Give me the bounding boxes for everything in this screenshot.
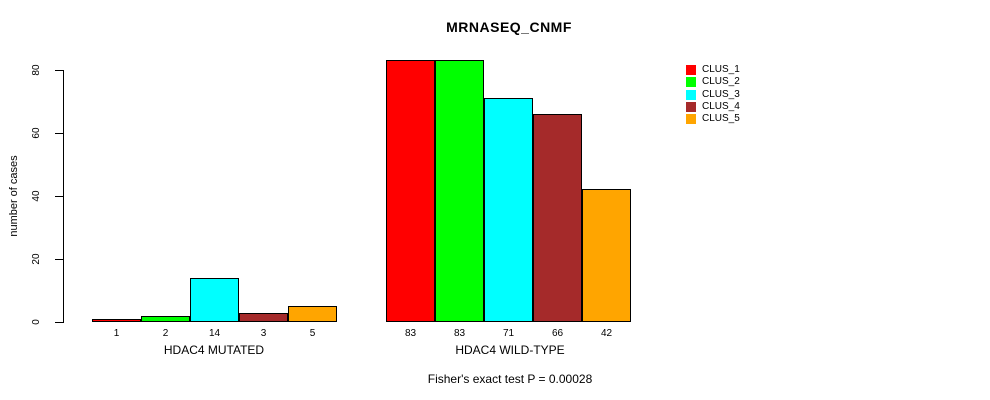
legend-swatch [686,77,696,88]
y-tick-label: 60 [30,127,42,139]
bar-hdac4-mutated-clus_3 [190,278,239,322]
bar-value-label: 14 [208,328,221,339]
y-axis-label: number of cases [8,155,20,237]
y-axis-line [63,69,64,323]
legend-item: CLUS_2 [686,76,740,88]
y-tick-mark [55,132,63,134]
bar-hdac4-mutated-clus_2 [141,316,190,322]
y-tick-mark [55,69,63,71]
bar-hdac4-mutated-clus_1 [92,319,141,322]
bar-hdac4-wild-type-clus_1 [386,60,435,322]
bar-value-label: 5 [309,328,316,339]
y-tick-label: 0 [30,319,42,325]
legend-label: CLUS_5 [702,113,740,125]
x-group-label-wildtype: HDAC4 WILD-TYPE [455,343,565,357]
x-group-label-mutated: HDAC4 MUTATED [163,343,265,357]
bar-hdac4-mutated-clus_4 [239,313,288,322]
bar-hdac4-mutated-clus_5 [288,306,337,322]
legend-item: CLUS_4 [686,101,740,113]
bar-hdac4-wild-type-clus_2 [435,60,484,322]
legend-item: CLUS_5 [686,113,740,125]
y-tick-label: 40 [30,190,42,202]
legend: CLUS_1 CLUS_2 CLUS_3 CLUS_4 CLUS_5 [686,64,740,125]
bar-hdac4-wild-type-clus_3 [484,98,533,322]
bar-value-label: 3 [260,328,267,339]
legend-label: CLUS_4 [702,101,740,113]
bar-value-label: 83 [404,328,417,339]
y-tick-label: 20 [30,253,42,265]
bar-value-label: 2 [162,328,169,339]
legend-item: CLUS_3 [686,89,740,101]
legend-item: CLUS_1 [686,64,740,76]
bar-value-label: 1 [113,328,120,339]
bar-value-label: 71 [502,328,515,339]
bar-hdac4-wild-type-clus_4 [533,114,582,322]
legend-swatch [686,89,696,100]
y-tick-mark [55,258,63,260]
legend-label: CLUS_1 [702,64,740,76]
bar-value-label: 83 [453,328,466,339]
chart-title: MRNASEQ_CNMF [446,19,572,35]
legend-swatch [686,102,696,113]
legend-label: CLUS_3 [702,88,740,100]
y-tick-mark [55,195,63,197]
y-tick-label: 80 [30,63,42,76]
legend-swatch [686,65,696,76]
bar-value-label: 66 [551,328,564,339]
legend-label: CLUS_2 [702,76,740,88]
bar-value-label: 42 [600,328,613,339]
y-tick-mark [55,322,63,323]
fisher-test-annotation: Fisher's exact test P = 0.00028 [427,372,593,386]
bar-hdac4-wild-type-clus_5 [582,189,631,322]
legend-swatch [686,114,696,125]
